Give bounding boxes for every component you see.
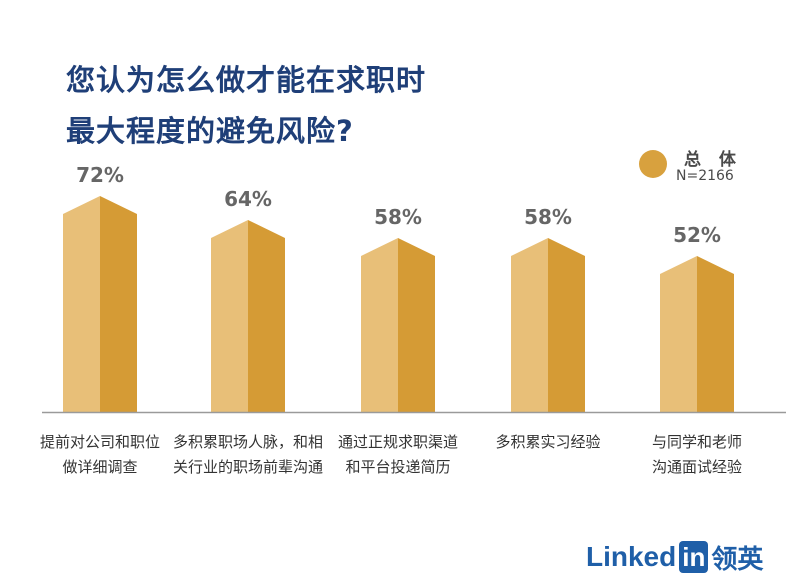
bar-face-light — [361, 238, 398, 412]
legend-sample-size: N=2166 — [676, 168, 734, 184]
x-tick-label: 多积累实习经验 — [495, 433, 601, 451]
bar-face-dark — [248, 220, 285, 412]
x-tick-label: 提前对公司和职位 做详细调查 — [39, 433, 160, 476]
bar-face-light — [211, 220, 248, 412]
brand-in-box: in — [679, 541, 709, 573]
bar-face-light — [660, 256, 697, 412]
bar-face-dark — [548, 238, 585, 412]
bar-face-dark — [100, 196, 137, 412]
chart-title-line-1: 您认为怎么做才能在求职时 — [66, 63, 427, 97]
brand-chinese-name: 领英 — [711, 544, 764, 575]
x-tick-label: 通过正规求职渠道 和平台投递简历 — [337, 433, 458, 476]
bar-face-dark — [398, 238, 435, 412]
x-tick-label: 多积累职场人脉，和相 关行业的职场前辈沟通 — [172, 433, 323, 476]
bar-value-label: 72% — [76, 163, 124, 187]
bar-face-dark — [697, 256, 734, 412]
bar-value-label: 64% — [224, 187, 272, 211]
legend-series-name: 总 体 — [684, 150, 742, 170]
bar-face-light — [511, 238, 548, 412]
bar-value-label: 52% — [673, 223, 721, 247]
bar-value-label: 58% — [524, 205, 572, 229]
bar-face-light — [63, 196, 100, 412]
legend-marker — [639, 150, 667, 178]
brand-text: Linked — [586, 541, 677, 572]
x-tick-label: 与同学和老师 沟通面试经验 — [651, 433, 742, 476]
chart-title-line-2: 最大程度的避免风险? — [66, 114, 354, 148]
linkedin-logo: Linked in 领英 — [586, 537, 763, 577]
bar-value-label: 58% — [374, 205, 422, 229]
